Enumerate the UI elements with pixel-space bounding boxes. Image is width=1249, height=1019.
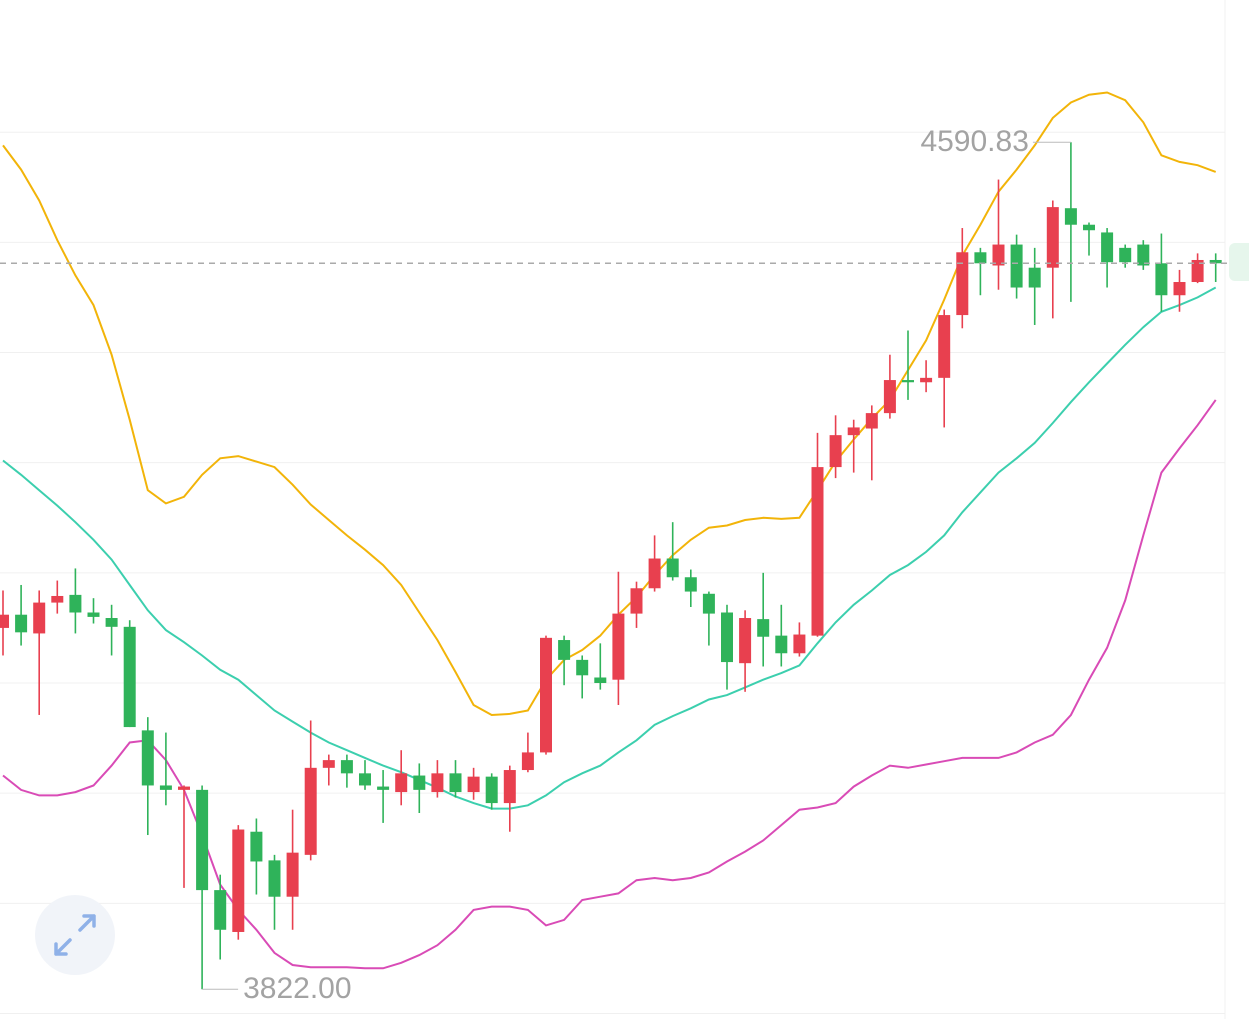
band-line [2,91,1217,717]
candle-body [974,252,987,264]
candle-body [33,602,46,634]
expand-bg[interactable] [35,895,115,975]
annotations: 4590.83 3822.00 [202,125,1071,1005]
candle-body [829,435,842,468]
candle-body [123,626,136,728]
candle-body [178,786,190,790]
candle-body [304,767,317,855]
candle-body [1083,224,1095,231]
candle-body [1137,244,1150,266]
candle-body [521,752,534,771]
candle-body [1010,244,1023,288]
candle-body [902,380,914,383]
candle-body [377,786,390,790]
candle-body [992,244,1005,266]
bands [2,91,1217,970]
candle-body [920,377,933,383]
candle-body [232,829,245,932]
candle-body [503,770,516,804]
candle-body [666,558,679,578]
candle-body [15,614,28,633]
max-label: 4590.83 [920,125,1028,158]
candle-body [196,789,209,891]
candle-body [1046,207,1059,268]
candle-body [612,613,625,680]
candle-body [485,776,498,804]
candle-body [883,380,896,414]
candle-body [1173,282,1186,296]
expand-button[interactable] [35,895,115,975]
band-line [2,399,1217,970]
candle-body [757,619,770,637]
candle-body [1028,267,1041,288]
candle-body [105,618,118,627]
candle-body [214,890,227,930]
candle-body [938,315,951,378]
expand-icon[interactable] [54,914,96,956]
candle-body [648,558,661,589]
candle-body [87,612,100,617]
candle-body [847,427,860,436]
candle-body [558,640,571,660]
candle-body [721,612,733,663]
candle-body [1155,263,1168,296]
candle-body [51,595,64,603]
candle-body [69,594,82,613]
candle-body [395,773,408,793]
candle-body [594,677,607,684]
candle-body [449,773,462,793]
candle-body [268,860,281,897]
candle-body [413,775,426,790]
candle-body [702,593,715,614]
candle-body [359,773,371,786]
candle-body [1064,208,1077,225]
candle-body [630,588,643,614]
candle-body [684,577,697,592]
band-line [2,286,1217,810]
candle-body [540,637,552,753]
candle-body [250,831,263,862]
candle-body [0,614,9,628]
candle-body [1119,247,1132,263]
candle-body [1191,259,1204,283]
candle-body [811,467,824,636]
candle-body [286,852,299,897]
candle-body [431,773,444,793]
candle-body [576,659,589,676]
min-label: 3822.00 [243,972,351,1005]
candle-body [865,413,878,429]
candle-body [467,776,480,793]
candle-body [141,730,154,786]
candle-body [956,252,969,316]
candle-body [159,785,172,790]
price-tag [1229,243,1249,281]
candles [0,142,1249,990]
candle-body [322,760,335,768]
candle-body [775,635,788,654]
candle-body [793,634,806,654]
candle-body [1209,259,1222,264]
candle-body [739,618,752,664]
candle-body [1101,232,1114,263]
candle-body [340,760,353,774]
